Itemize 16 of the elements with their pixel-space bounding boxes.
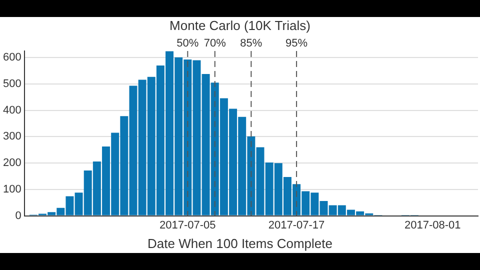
x-tick-label: 2017-07-05: [160, 219, 216, 232]
y-tick-label: 200: [2, 157, 22, 170]
y-tick-label: 0: [15, 210, 22, 222]
chart-title: Monte Carlo (10K Trials): [168, 18, 312, 33]
ref-line-label: 95%: [286, 38, 308, 50]
y-tick-label: 600: [2, 52, 22, 64]
y-tick-label: 400: [2, 104, 22, 116]
y-tick-label: 300: [2, 130, 22, 143]
x-tick-label: 2017-08-01: [404, 219, 461, 232]
ref-line-label: 85%: [240, 38, 262, 50]
y-tick-label: 100: [2, 183, 22, 196]
ref-line-label: 70%: [204, 38, 226, 50]
ref-line-label: 50%: [176, 38, 199, 50]
x-axis-title: Date When 100 Items Complete: [146, 236, 334, 251]
y-tick-label: 500: [2, 78, 22, 90]
x-tick-label: 2017-07-17: [268, 219, 325, 232]
